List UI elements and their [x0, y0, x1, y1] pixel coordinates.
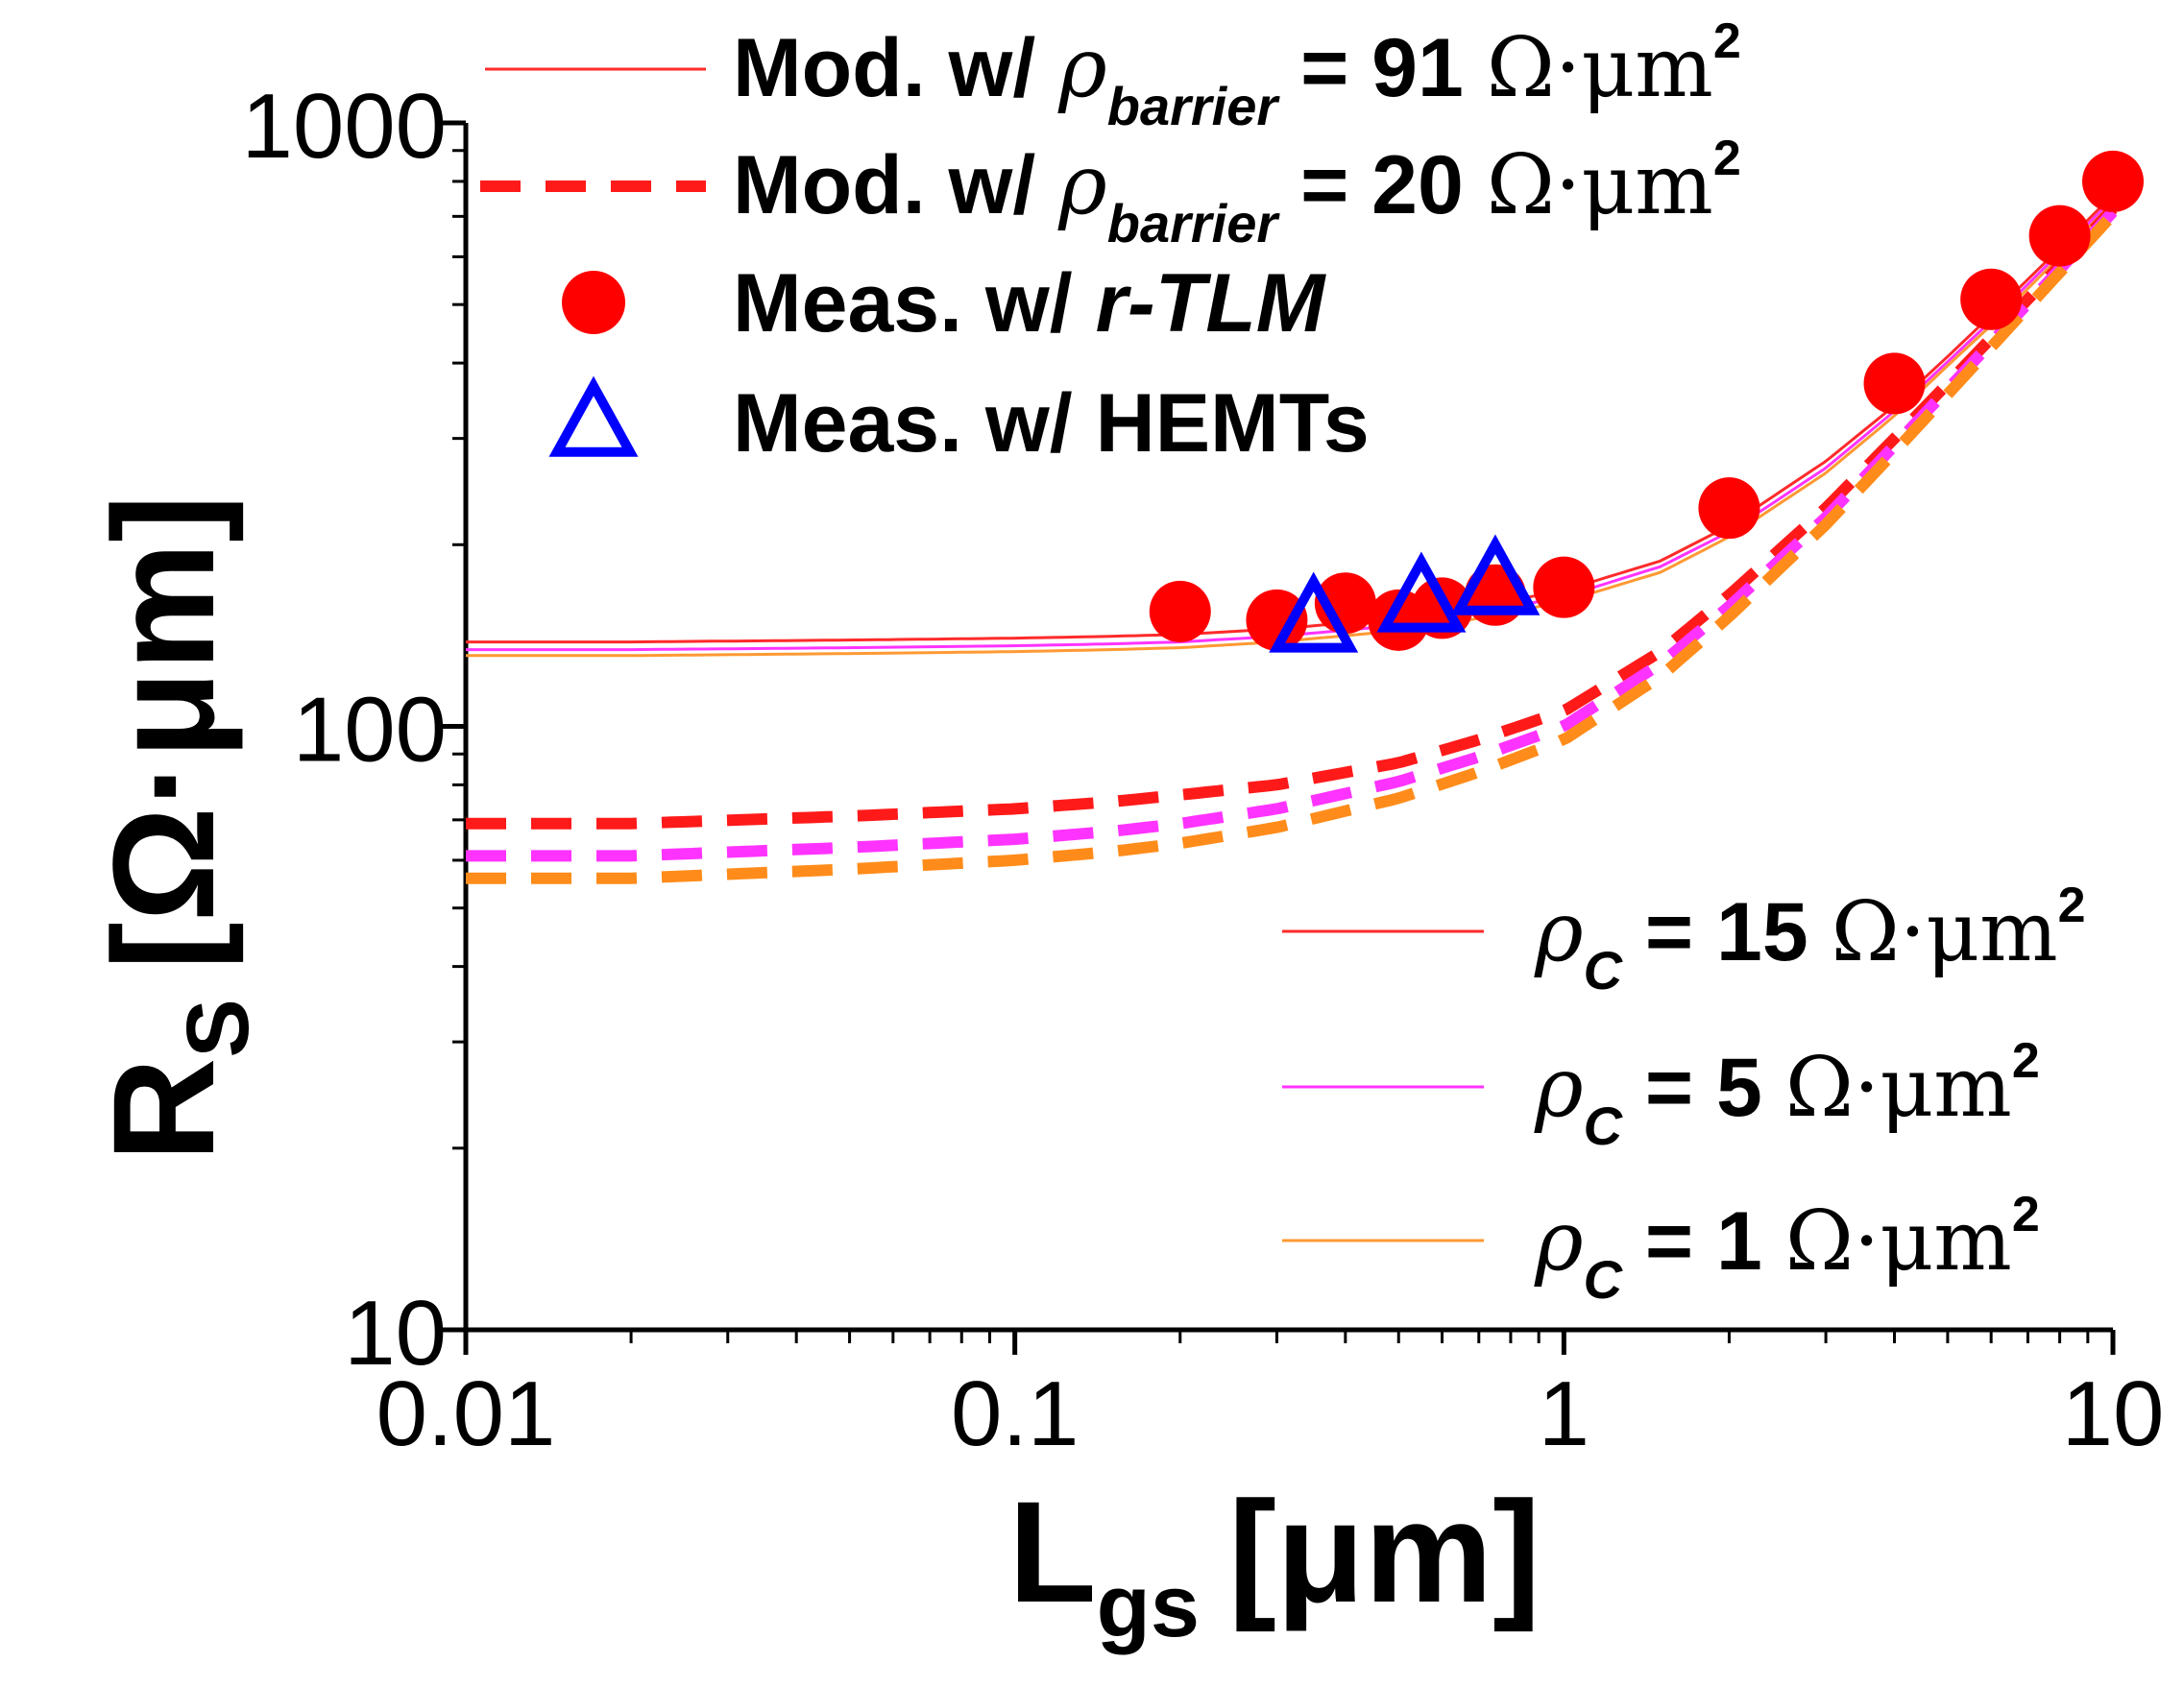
axes [441, 120, 2116, 1355]
x-tick-label: 10 [2062, 1362, 2165, 1465]
tick-labels: 0.01 0.1 1 10 10 100 1000 [241, 75, 2164, 1465]
rtlm-point [1960, 268, 2023, 330]
legend-lower-label: ρC = 5 Ω·μm2 [1534, 1033, 2040, 1156]
measured-points [1149, 150, 2144, 653]
y-tick-label: 1000 [241, 75, 447, 178]
rtlm-point [2028, 205, 2091, 267]
rtlm-point [1246, 589, 1308, 651]
rtlm-point [1533, 556, 1595, 618]
legend-lower-item: ρC = 5 Ω·μm2 [1282, 1033, 2040, 1156]
y-tick-label: 10 [344, 1282, 447, 1385]
legend-lower-label: ρC = 15 Ω·μm2 [1534, 878, 2086, 1000]
x-tick-label: 0.1 [951, 1362, 1079, 1465]
hemt-point [1376, 551, 1467, 633]
x-tick-label: 1 [1539, 1362, 1589, 1465]
legend-upper-label: Meas. w/ HEMTs [733, 377, 1370, 470]
y-axis-title: RS[Ω·μm] [83, 494, 267, 1162]
legend-lower-item: ρC = 15 Ω·μm2 [1282, 878, 2086, 1000]
legend-lower-label: ρC = 1 Ω·μm2 [1534, 1187, 2040, 1310]
rtlm-point [1149, 580, 1211, 642]
model-line-5 [466, 210, 2118, 884]
legend-upper-label: Mod. w/ ρbarrier = 20 Ω·μm2 [733, 131, 1741, 253]
legend-upper-item: Mod. w/ ρbarrier = 91 Ω·μm2 [485, 13, 1741, 136]
legend-upper-item: Meas. w/ HEMTs [548, 375, 1370, 470]
model-line-4 [466, 207, 2118, 862]
rtlm-point [1863, 352, 1926, 415]
x-tick-label: 0.01 [376, 1362, 556, 1465]
x-axis-title: Lgs [μm] [1008, 1471, 1541, 1655]
legend-upper-label: Mod. w/ ρbarrier = 91 Ω·μm2 [733, 13, 1741, 136]
hemt-point [1450, 534, 1541, 615]
y-tick-label: 100 [293, 679, 447, 782]
rtlm-point [2082, 150, 2144, 212]
hemt-point [1269, 571, 1359, 653]
legend-triangle-marker [548, 375, 639, 457]
legend-upper-item: Meas. w/ r-TLM [562, 257, 1327, 349]
rtlm-point [1698, 477, 1760, 540]
legend-lower: ρC = 15 Ω·μm2 ρC = 5 Ω·μm2 ρC = 1 Ω·μm2 [1282, 878, 2086, 1310]
legend-circle-marker [562, 271, 625, 334]
model-line-3 [466, 205, 2118, 830]
legend-upper-label: Meas. w/ r-TLM [733, 257, 1327, 349]
legend-upper-item: Mod. w/ ρbarrier = 20 Ω·μm2 [480, 131, 1741, 253]
legend-lower-item: ρC = 1 Ω·μm2 [1282, 1187, 2040, 1310]
